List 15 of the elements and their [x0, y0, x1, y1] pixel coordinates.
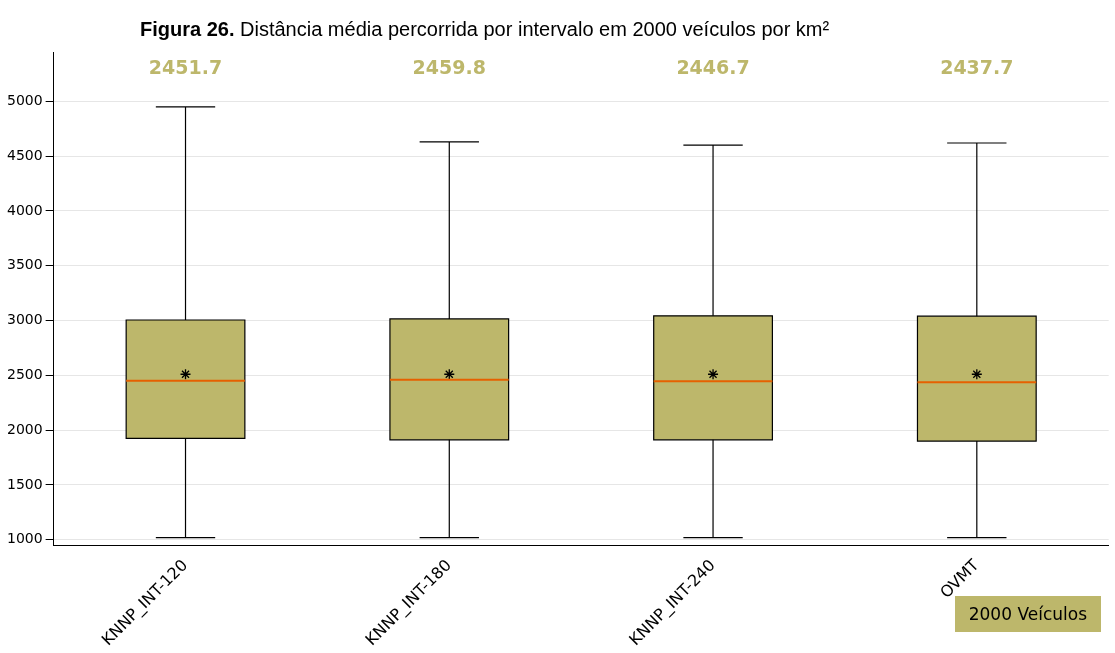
y-tick-label: 5000 [6, 91, 43, 108]
y-tick-label: 2500 [6, 365, 43, 382]
y-tick-label: 2000 [6, 420, 43, 437]
annotation: 2459.8 [412, 55, 486, 78]
annotation: 2451.7 [148, 55, 223, 78]
chart-title: Figura 26. Distância média percorrida por intervalo em 2000 veículos por km² [140, 18, 830, 40]
y-tick-label: 4000 [6, 201, 43, 218]
annotation: 2437.7 [940, 55, 1014, 78]
y-tick-label: 1000 [6, 530, 43, 547]
y-tick-label: 3000 [6, 311, 43, 328]
y-tick-label: 4500 [6, 146, 43, 163]
annotation: 2446.7 [676, 55, 750, 78]
text: 2000 Veículos [968, 604, 1087, 624]
y-tick-label: 1500 [6, 475, 43, 492]
y-tick-label: 3500 [6, 256, 43, 273]
